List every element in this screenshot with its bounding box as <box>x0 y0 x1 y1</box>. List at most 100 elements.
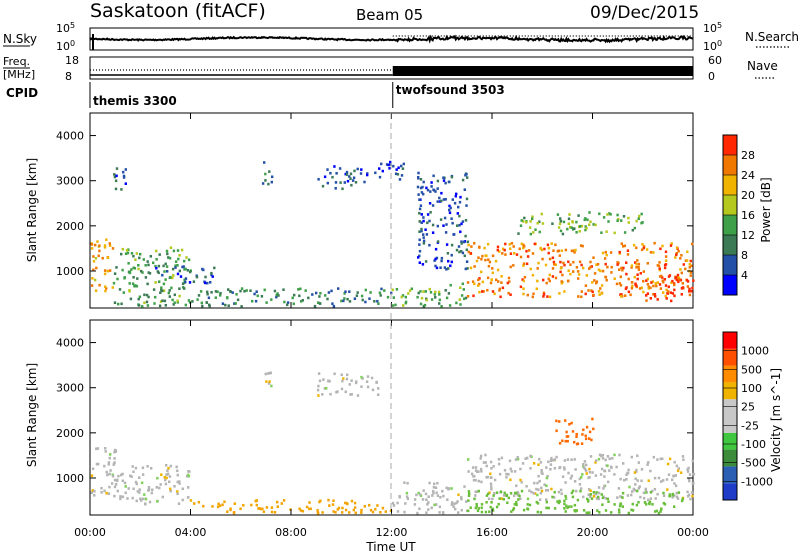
power-colorbar-label: Power [dB] <box>759 177 773 242</box>
power-cell <box>184 303 187 307</box>
power-cell <box>496 245 500 249</box>
power-cell <box>568 213 571 216</box>
velocity-cell <box>479 467 483 471</box>
power-cell <box>654 295 657 298</box>
velocity-cell <box>586 497 589 501</box>
power-cell <box>154 281 157 284</box>
velocity-cell <box>515 503 518 507</box>
power-cell <box>661 276 664 279</box>
power-cell <box>171 298 174 302</box>
power-cell <box>379 294 382 297</box>
velocity-cell <box>564 481 567 484</box>
power-cell <box>174 260 178 263</box>
power-cell <box>178 254 181 257</box>
velocity-cell <box>105 491 108 495</box>
velocity-cell <box>575 432 578 436</box>
power-cell <box>286 301 290 304</box>
power-cell <box>679 278 683 282</box>
velocity-cell <box>563 459 567 462</box>
velocity-cell <box>549 459 553 462</box>
velocity-cell <box>691 494 694 498</box>
power-cell <box>111 286 114 289</box>
power-cell <box>166 270 169 273</box>
velocity-cell <box>250 503 253 507</box>
power-cell <box>605 278 608 282</box>
velocity-cell <box>588 488 591 491</box>
velocity-cell <box>187 496 190 499</box>
velocity-cell <box>537 463 540 466</box>
power-cell <box>664 259 668 262</box>
velocity-cell <box>495 505 499 509</box>
power-cell <box>569 272 572 276</box>
velocity-cell <box>589 489 592 492</box>
velocity-cell <box>150 467 153 470</box>
velocity-cell <box>659 457 662 461</box>
power-cell <box>574 248 577 252</box>
velocity-colorbar-swatch <box>723 466 737 484</box>
power-cell <box>201 304 204 308</box>
power-cell <box>630 264 634 267</box>
velocity-cell <box>110 482 114 485</box>
power-cell <box>461 178 465 182</box>
power-cell <box>167 256 170 259</box>
velocity-cell <box>589 455 593 458</box>
power-cell <box>383 289 386 292</box>
velocity-cell <box>95 447 98 451</box>
power-cell <box>688 290 691 293</box>
power-cell <box>443 216 447 220</box>
velocity-cell <box>507 473 510 476</box>
power-cell <box>433 293 436 296</box>
velocity-cell <box>467 490 471 493</box>
velocity-cell <box>211 505 214 508</box>
power-cell <box>178 294 181 298</box>
velocity-cell <box>574 510 577 513</box>
power-cell <box>538 230 541 234</box>
power-cell <box>417 177 420 180</box>
power-cell <box>465 204 468 207</box>
velocity-cell <box>166 469 169 472</box>
power-cell <box>642 290 645 294</box>
velocity-cell <box>108 456 111 460</box>
velocity-cell <box>619 495 622 498</box>
power-cell <box>432 174 435 178</box>
power-cell <box>522 243 525 247</box>
velocity-cell <box>636 489 639 493</box>
power-colorbar-tick-label: 20 <box>741 189 755 202</box>
power-cell <box>186 269 189 272</box>
power-cell <box>478 290 481 294</box>
velocity-cell <box>424 492 428 496</box>
power-cell <box>595 280 599 283</box>
velocity-cell <box>360 385 363 388</box>
power-cell <box>418 261 421 264</box>
power-cell <box>112 281 116 285</box>
power-cell <box>133 284 136 288</box>
velocity-cell <box>686 468 689 471</box>
power-cell <box>559 260 562 264</box>
velocity-cell <box>673 505 676 508</box>
velocity-cell <box>675 495 679 499</box>
power-cell <box>423 303 427 307</box>
power-cell <box>646 292 649 295</box>
power-cell <box>481 254 484 258</box>
power-cell <box>183 259 186 263</box>
velocity-cell <box>469 506 472 509</box>
power-cell <box>659 287 663 290</box>
power-cell <box>178 269 181 273</box>
power-cell <box>422 216 425 219</box>
power-cell <box>418 254 421 258</box>
power-cell <box>604 276 608 279</box>
power-cell <box>254 299 258 303</box>
velocity-cell <box>141 466 145 470</box>
velocity-cell <box>639 495 642 499</box>
cpid-label: CPID <box>6 86 38 100</box>
velocity-cell <box>667 473 671 476</box>
power-cell <box>275 295 278 299</box>
velocity-cell <box>139 497 142 501</box>
power-cell <box>520 219 523 222</box>
power-cell <box>436 187 439 190</box>
power-cell <box>646 282 650 286</box>
power-cell <box>491 267 494 270</box>
power-cell <box>465 248 468 252</box>
power-cell <box>610 265 613 269</box>
